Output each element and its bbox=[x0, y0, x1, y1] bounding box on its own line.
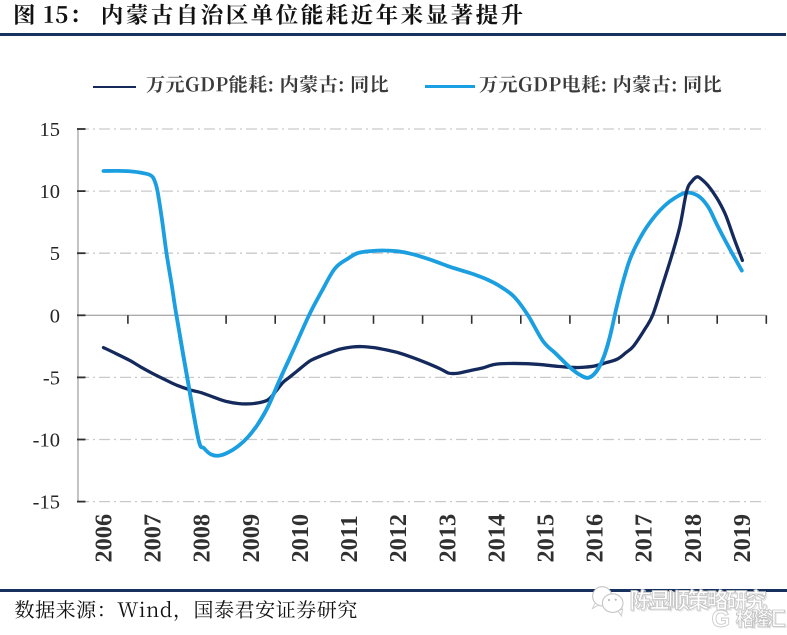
svg-text:2012: 2012 bbox=[385, 514, 412, 563]
svg-text:10: 10 bbox=[40, 181, 61, 203]
svg-text:-15: -15 bbox=[33, 492, 60, 514]
svg-text:2014: 2014 bbox=[483, 514, 510, 563]
svg-text:2006: 2006 bbox=[91, 514, 118, 563]
svg-text:2009: 2009 bbox=[238, 514, 265, 563]
svg-text:5: 5 bbox=[50, 243, 60, 265]
svg-text:G: G bbox=[712, 606, 731, 633]
svg-text:15: 15 bbox=[40, 119, 61, 141]
svg-text:2017: 2017 bbox=[631, 514, 658, 563]
svg-text:-10: -10 bbox=[33, 430, 60, 452]
svg-text:2018: 2018 bbox=[680, 514, 707, 563]
svg-text:2019: 2019 bbox=[729, 514, 756, 563]
svg-text:2007: 2007 bbox=[140, 514, 167, 563]
svg-text:2013: 2013 bbox=[434, 514, 461, 563]
svg-text:0: 0 bbox=[50, 305, 60, 327]
svg-text:2008: 2008 bbox=[189, 514, 216, 563]
svg-text:2010: 2010 bbox=[287, 514, 314, 563]
svg-text:2011: 2011 bbox=[336, 515, 363, 562]
svg-text:2016: 2016 bbox=[582, 514, 609, 563]
svg-text:-5: -5 bbox=[43, 367, 60, 389]
svg-text:2015: 2015 bbox=[533, 514, 560, 563]
